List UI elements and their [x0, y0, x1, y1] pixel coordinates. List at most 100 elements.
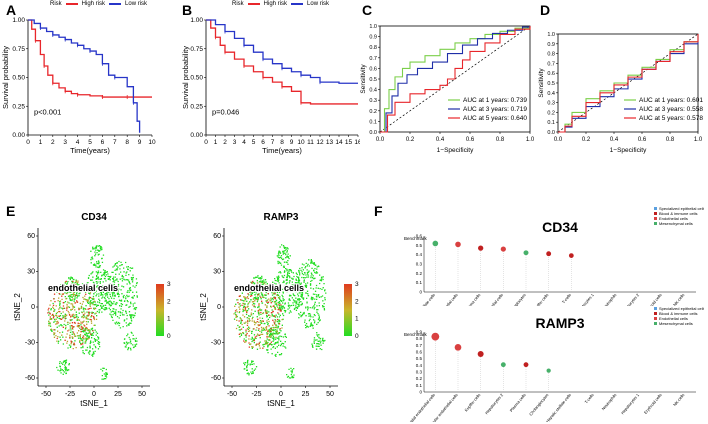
x-tick-label: 7 — [113, 139, 117, 146]
y-tick-label: 0.3 — [369, 98, 377, 104]
x-tick-label: 0.8 — [666, 137, 675, 143]
y-tick-label: 0.0 — [547, 130, 555, 136]
colorbar-tick-label: 2 — [167, 298, 171, 305]
colorbar-tick-label: 0 — [167, 333, 171, 340]
y-tick-label: 1.0 — [547, 32, 555, 38]
low-risk-swatch — [291, 3, 304, 5]
y-tick-label: 0.00 — [12, 132, 25, 139]
x-tick-label: 9 — [138, 139, 142, 146]
p-value-annotation: p<0.001 — [34, 107, 61, 116]
x-tick-label: 0.4 — [610, 137, 619, 143]
cluster-annotation: endothelial cells — [234, 283, 304, 293]
x-axis-label: tSNE_1 — [80, 399, 108, 408]
y-tick-label: 0.9 — [416, 330, 423, 335]
y-tick-label: 0.50 — [12, 75, 25, 82]
colorbar-tick-label: 1 — [355, 316, 359, 323]
tsne-plot-ramp3: RAMP3-50 -25 0 25 5060300-30-60tSNE_1tSNE_2e… — [199, 212, 359, 408]
colorbar — [156, 284, 164, 336]
colorbar-tick-label: 2 — [355, 298, 359, 305]
legend-swatch — [654, 312, 657, 315]
x-tick-label: 0.6 — [466, 137, 475, 143]
y-tick-label: 0.1 — [416, 280, 423, 285]
y-axis-label: tSNE_2 — [13, 293, 22, 321]
tsne-cells-high — [234, 280, 282, 349]
x-tick-label: -50 — [41, 391, 51, 398]
y-tick-label: 0.75 — [12, 46, 25, 53]
y-tick-label: 0.1 — [547, 120, 555, 126]
lollipop-dot — [523, 250, 529, 256]
y-tick-label: 0.6 — [416, 234, 423, 239]
x-tick-label: 9 — [290, 139, 294, 146]
x-tick-label: -50 — [227, 391, 237, 398]
category-label: Erythroid cells — [643, 392, 663, 414]
roc-curve-3 — [380, 26, 531, 133]
x-tick-label: 0.4 — [436, 137, 445, 143]
x-tick-label: 7 — [271, 139, 275, 146]
x-tick-label: 8 — [280, 139, 284, 146]
x-tick-label: -25 — [65, 391, 75, 398]
legend-swatch — [654, 217, 657, 220]
category-label: Hepatocytes 1 — [574, 292, 595, 306]
high-risk-curve — [28, 19, 152, 98]
y-tick-label: 0.8 — [547, 52, 555, 58]
category-label: Neutrophils — [601, 392, 618, 411]
lollipop-dot — [568, 253, 574, 258]
legend-entry: Specialized epithelial cells — [659, 306, 704, 311]
y-tick-label: 0.50 — [190, 75, 203, 82]
category-label: Hepatocytes 1 — [620, 392, 641, 415]
colorbar — [344, 284, 352, 336]
km-plot-a: 0 1 2 3 4 5 6 7 8 9 10 0.00 0.25 0.50 0.75 1.00 Time(yea… — [1, 17, 156, 155]
x-tick-label: 0.0 — [554, 137, 563, 143]
y-tick-label: 0.8 — [369, 45, 377, 51]
lollipop-dot — [478, 245, 484, 251]
x-tick-label: 6 — [261, 139, 265, 146]
x-tick-label: 0 — [26, 139, 30, 146]
category-label: Cholangiocytes — [505, 292, 526, 306]
roc-curve-1 — [380, 26, 531, 133]
x-tick-label: 10 — [148, 139, 156, 146]
x-tick-label: 1 — [214, 139, 218, 146]
y-tick-label: -60 — [211, 375, 221, 382]
legend-entry: Blood & immune cells — [659, 311, 697, 316]
legend-swatch — [654, 307, 657, 310]
lollipop-dot — [500, 362, 506, 368]
category-label: NK-cells — [672, 292, 685, 306]
x-tick-label: 25 — [114, 391, 122, 398]
y-tick-label: 1.0 — [369, 24, 377, 30]
roc-plot-c: 0.0 0.2 0.4 0.6 0.8 1.0 0.0 0.1 0.2 0.3 0.4 0.5 0.6 0… — [360, 24, 535, 154]
colorbar-tick-label: 3 — [167, 281, 171, 288]
y-tick-label: -60 — [25, 375, 35, 382]
x-tick-label: 8 — [125, 139, 129, 146]
y-tick-label: 60 — [27, 233, 35, 240]
plot-title: CD34 — [81, 212, 107, 223]
y-tick-label: 0.5 — [416, 243, 423, 248]
y-tick-label: 0.00 — [190, 132, 203, 139]
panel-label-e: E — [6, 203, 16, 219]
category-label: Hepatic stellate cells — [409, 292, 436, 306]
category-label: T-cells — [584, 392, 595, 404]
x-tick-label: 1.0 — [694, 137, 703, 143]
x-tick-label: -25 — [251, 391, 261, 398]
y-tick-label: 0.0 — [369, 130, 377, 136]
y-tick-label: 1.00 — [190, 17, 203, 24]
y-tick-label: 0.7 — [547, 61, 555, 67]
x-tick-label: 6 — [101, 139, 105, 146]
legend-swatch — [654, 317, 657, 320]
lollipop-dot — [477, 351, 484, 357]
y-tick-label: 0.25 — [12, 103, 25, 110]
category-label: NK-cells — [672, 392, 685, 407]
y-tick-label: 0.4 — [547, 91, 555, 97]
legend-entry: Blood & immune cells — [659, 211, 697, 216]
x-tick-label: 13 — [326, 139, 334, 146]
category-label: Neutrophils — [601, 292, 618, 306]
y-tick-label: 1.00 — [12, 17, 25, 24]
y-tick-label: 0.2 — [369, 109, 377, 115]
y-axis-label: Benchmark — [404, 236, 428, 241]
low-risk-curve — [206, 19, 358, 84]
legend-entry: Specialized epithelial cells — [659, 206, 704, 211]
high-risk-curve — [206, 19, 358, 105]
category-label: Cholangiocytes — [528, 392, 549, 416]
y-tick-label: 0.6 — [547, 71, 555, 77]
x-axis-label: 1−Specificity — [437, 147, 474, 154]
